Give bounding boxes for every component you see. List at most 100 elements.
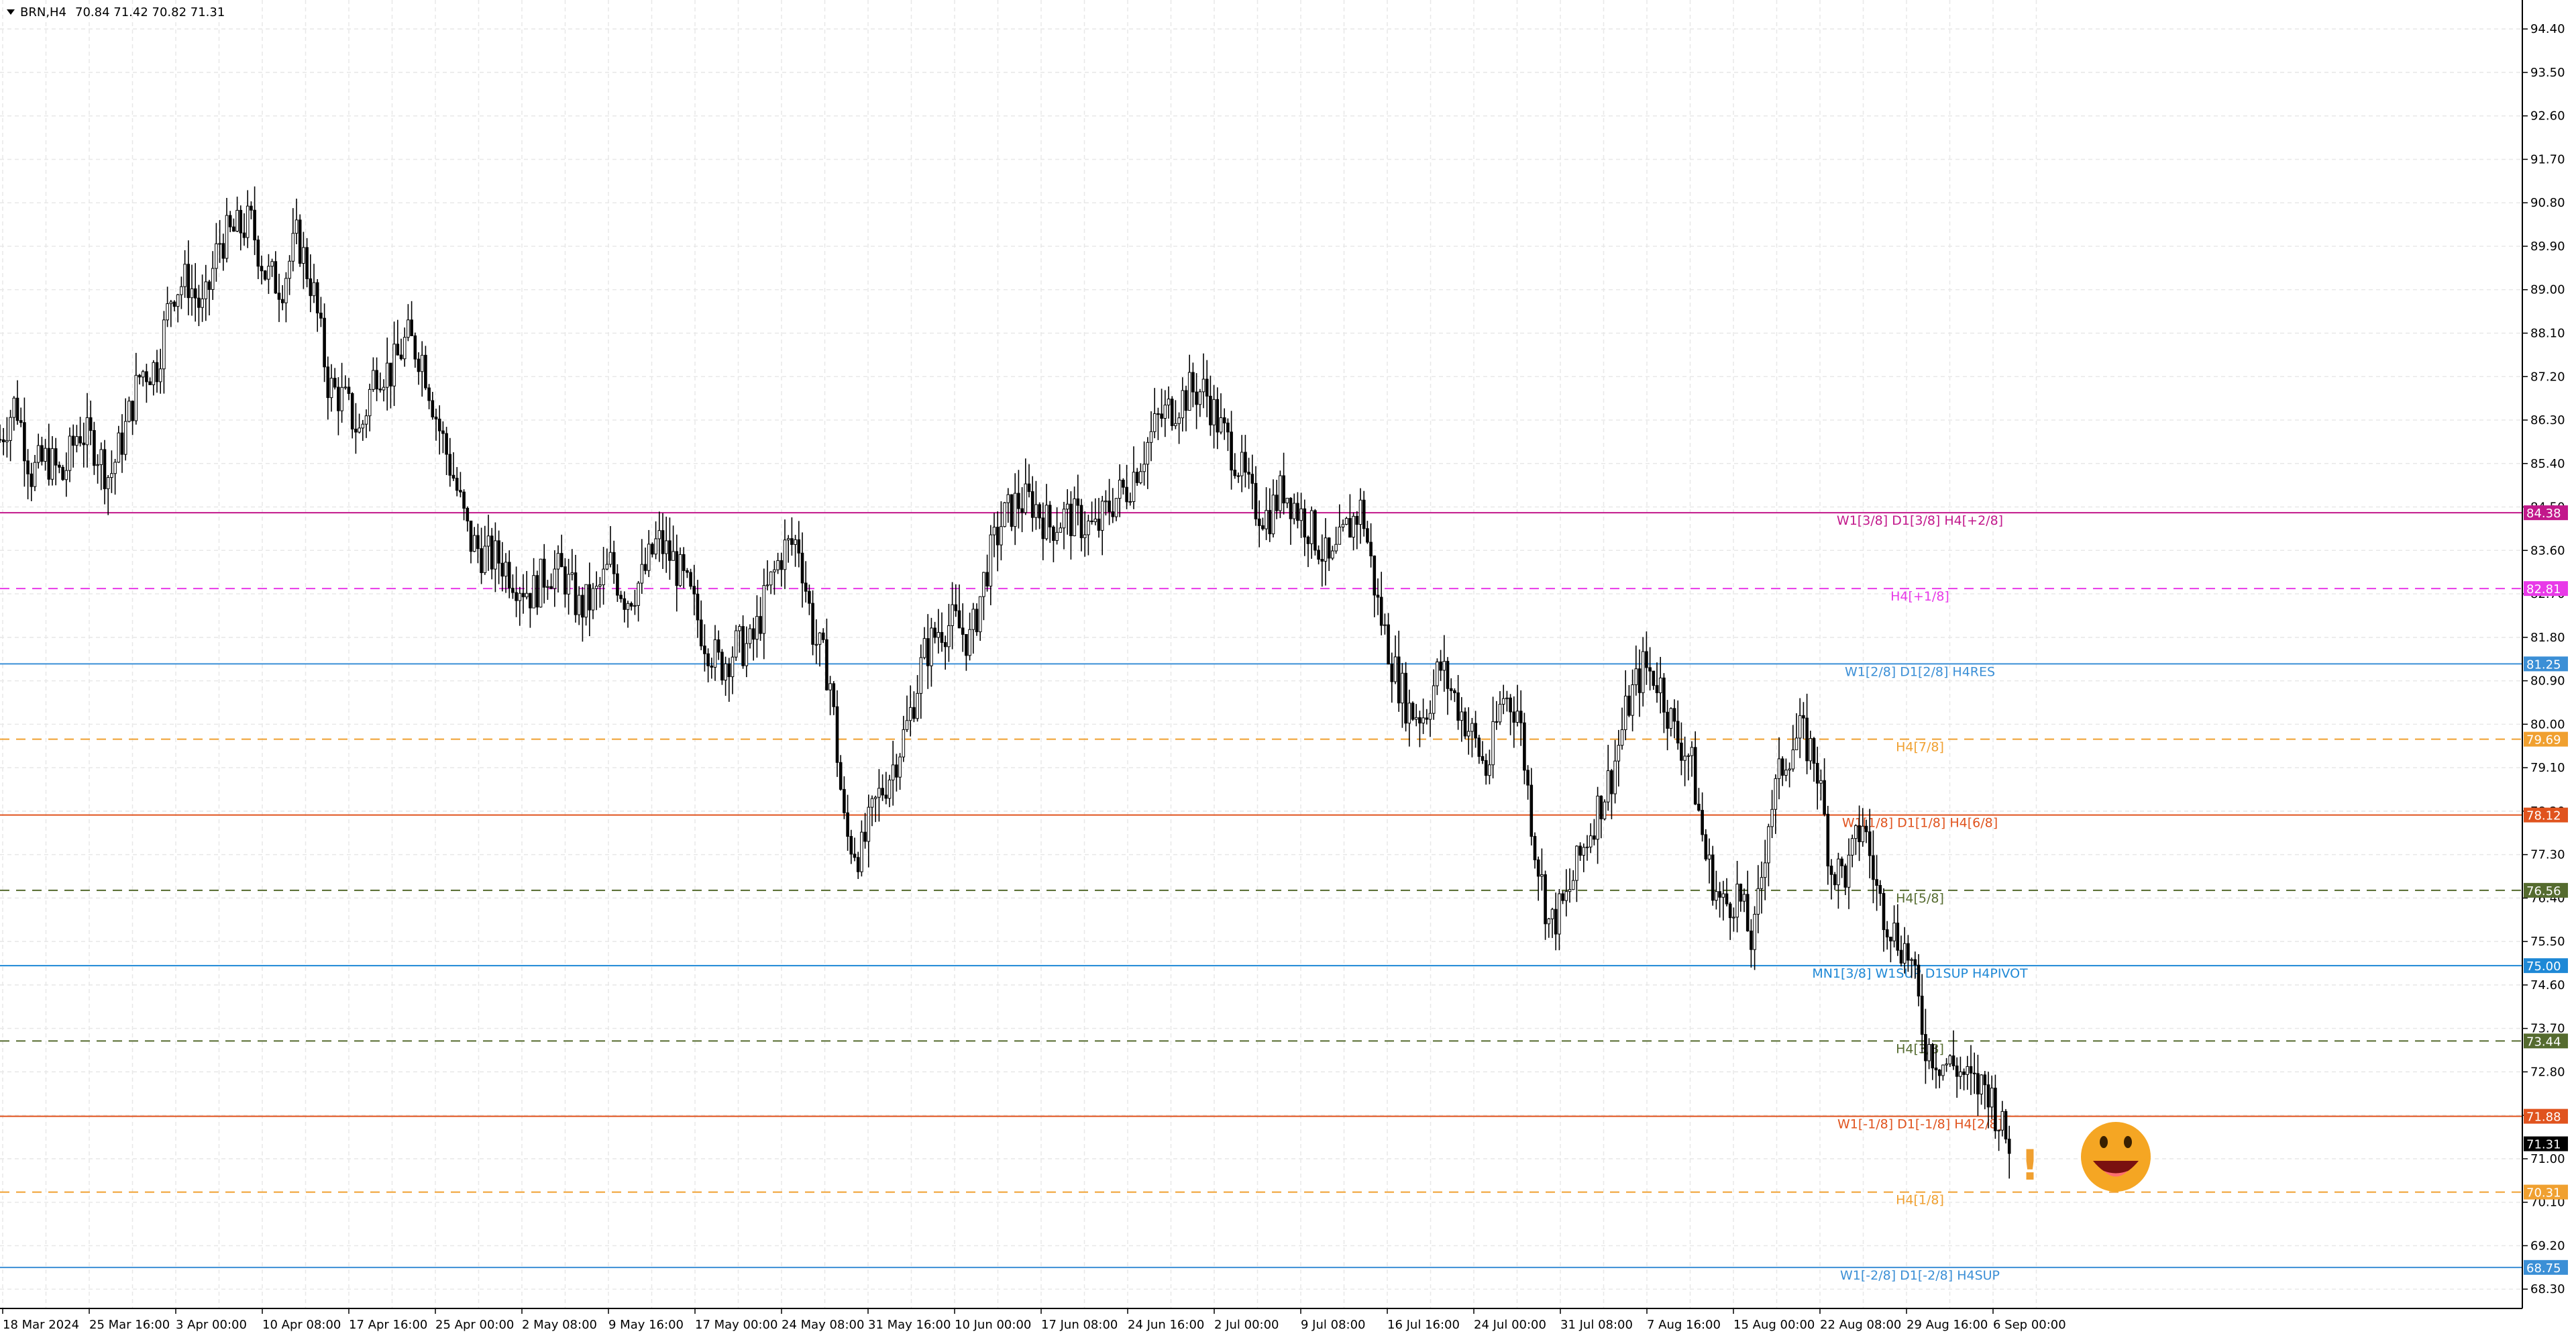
price-tick-label: 75.50 <box>2530 935 2565 949</box>
candle-body <box>176 294 180 307</box>
candle-body <box>765 584 769 586</box>
candle-body <box>459 490 462 493</box>
level-price-tag <box>2524 1184 2568 1200</box>
candle-body <box>821 632 825 640</box>
candle-body <box>1934 1068 1938 1071</box>
candle-body <box>1299 508 1303 521</box>
candle-body <box>1948 1055 1952 1065</box>
candle-body <box>1955 1066 1959 1077</box>
candle-body <box>633 605 637 607</box>
candle-body <box>201 298 204 308</box>
candle-body <box>158 368 162 382</box>
candle-body <box>668 540 672 561</box>
time-tick-label: 17 May 00:00 <box>695 1318 777 1332</box>
candle-body <box>1404 672 1407 724</box>
candle-body <box>1523 722 1526 771</box>
candle-body <box>19 420 23 423</box>
candle-body <box>1024 483 1028 513</box>
candle-body <box>1690 747 1694 756</box>
candle-body <box>183 264 186 287</box>
price-tick-label: 80.90 <box>2530 674 2565 688</box>
candle-body <box>186 264 191 299</box>
price-tick-label: 81.80 <box>2530 631 2565 645</box>
candle-body <box>734 630 738 658</box>
time-tick-label: 17 Apr 16:00 <box>349 1318 427 1332</box>
candle-body <box>762 585 766 634</box>
symbol-label: BRN,H4 <box>20 5 66 19</box>
candle-body <box>1680 742 1683 761</box>
candle-body <box>396 344 400 356</box>
candle-body <box>1980 1074 1983 1094</box>
level-price-label: 76.56 <box>2526 884 2561 898</box>
level-price-tag <box>2524 1259 2568 1275</box>
candle-body <box>783 539 787 570</box>
dropdown-triangle-icon[interactable] <box>7 9 15 15</box>
candle-body <box>1892 923 1896 941</box>
candle-body <box>1379 597 1383 626</box>
time-tick-label: 16 Jul 16:00 <box>1387 1318 1460 1332</box>
time-tick-label: 25 Apr 00:00 <box>435 1318 514 1332</box>
candle-body <box>1889 936 1892 941</box>
ohlc-readout: 70.84 71.42 70.82 71.31 <box>75 5 225 19</box>
candle-body <box>1122 479 1125 488</box>
candle-body <box>1561 893 1564 901</box>
candle-body <box>431 400 435 417</box>
time-tick-label: 29 Aug 16:00 <box>1907 1318 1988 1332</box>
candle-body <box>480 548 483 573</box>
candle-body <box>1983 1074 1987 1086</box>
candle-body <box>1837 858 1840 886</box>
price-tick-label: 71.00 <box>2530 1152 2565 1166</box>
candle-body <box>343 386 347 389</box>
candle-body <box>996 527 1000 546</box>
candle-body <box>1558 893 1561 935</box>
candle-body <box>908 707 912 721</box>
candle-body <box>706 653 710 666</box>
candle-body <box>518 592 522 601</box>
candle-body <box>197 297 201 308</box>
candle-body <box>1868 831 1872 856</box>
candle-body <box>204 281 208 299</box>
candle-body <box>364 415 368 425</box>
candle-body <box>943 642 947 648</box>
candle-body <box>180 286 183 295</box>
candle-body <box>1812 738 1816 764</box>
candle-body <box>654 538 657 555</box>
candle-body <box>451 474 455 479</box>
candle-body <box>1421 717 1425 724</box>
candle-body <box>1436 661 1439 686</box>
candle-body <box>727 663 731 678</box>
candle-body <box>1135 472 1139 483</box>
candle-body <box>1265 510 1268 529</box>
time-tick-label: 3 Apr 00:00 <box>176 1318 247 1332</box>
candle-body <box>1603 801 1607 819</box>
candle-body <box>992 527 996 535</box>
candle-body <box>417 358 421 372</box>
candle-body <box>1658 677 1662 694</box>
candle-body <box>1774 778 1778 810</box>
candle-body <box>1798 715 1802 739</box>
level-price-label: 78.12 <box>2526 809 2561 823</box>
time-tick-label: 2 Jul 00:00 <box>1214 1318 1279 1332</box>
candle-body <box>96 464 99 466</box>
candle-body <box>1463 711 1467 737</box>
candle-body <box>1683 756 1686 761</box>
candle-body <box>1924 1034 1927 1062</box>
candle-body <box>256 240 260 267</box>
candle-body <box>407 319 410 338</box>
candle-body <box>689 572 692 587</box>
candle-body <box>529 592 532 609</box>
candle-body <box>1198 391 1202 405</box>
price-tick-label: 88.10 <box>2530 326 2565 340</box>
candle-body <box>1589 835 1593 847</box>
candle-body <box>849 835 853 855</box>
price-tick-label: 69.20 <box>2530 1239 2565 1253</box>
price-tick-label: 87.20 <box>2530 370 2565 384</box>
candle-body <box>284 278 288 303</box>
candle-body <box>1652 670 1656 686</box>
candle-body <box>1376 595 1380 598</box>
candle-body <box>751 628 755 640</box>
level-price-tag <box>2524 1033 2568 1049</box>
candle-body <box>1209 395 1212 425</box>
candle-body <box>567 574 570 595</box>
